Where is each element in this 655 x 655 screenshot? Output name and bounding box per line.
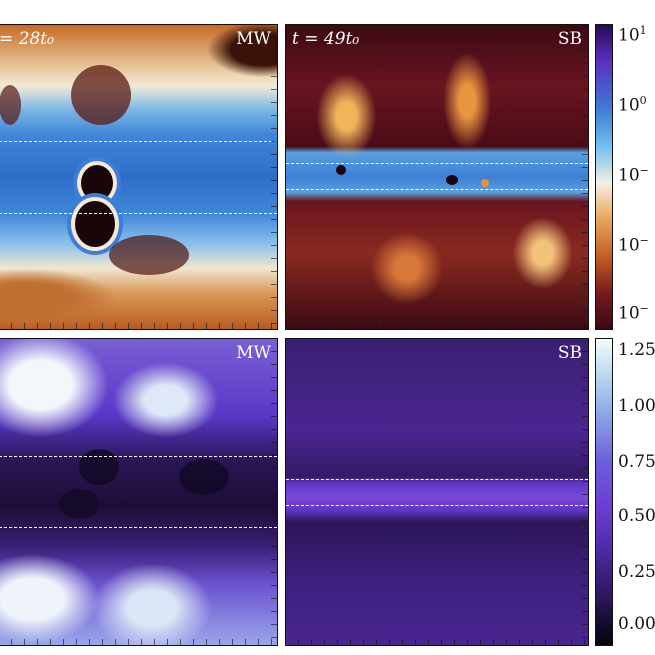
dashed-line — [0, 141, 277, 142]
dark-blob — [75, 201, 115, 247]
colorbar-tick-label: 0.25 — [618, 562, 655, 582]
colorbar-tick-label: 0.75 — [618, 452, 655, 472]
axis-ticks — [271, 25, 277, 329]
axis-ticks — [582, 25, 588, 329]
colorbar-tick-label: 10− — [618, 234, 649, 256]
dashed-line — [286, 163, 588, 164]
dark-blob — [79, 449, 119, 485]
dark-blob — [59, 489, 99, 519]
panel-bottom-left: MW — [0, 338, 278, 646]
dashed-line — [0, 456, 277, 457]
dark-blob — [336, 165, 346, 175]
dark-blob — [71, 65, 131, 125]
panel-bottom-right: SB — [285, 338, 589, 646]
time-label: t = 49t₀ — [292, 29, 360, 49]
dark-blob — [179, 459, 229, 495]
dark-blob — [81, 165, 113, 201]
panel-image — [286, 339, 588, 645]
dark-blob — [0, 85, 21, 125]
dashed-line — [0, 527, 277, 528]
panel-image — [0, 339, 277, 645]
panel-tag: SB — [557, 343, 582, 363]
colorbar-tick-label: 101 — [618, 24, 647, 46]
dark-blob — [446, 175, 458, 185]
dashed-line — [286, 479, 588, 480]
colorbar-tick-label: 1.25 — [618, 340, 655, 360]
colorbar-tick-label: 0.50 — [618, 506, 655, 526]
panel-tag: MW — [236, 343, 271, 363]
axis-ticks — [0, 639, 277, 645]
panel-top-right: t = 49t₀ SB — [285, 24, 589, 330]
colorbar-top — [595, 24, 613, 330]
panel-tag: SB — [557, 29, 582, 49]
dashed-line — [286, 505, 588, 506]
axis-ticks — [582, 339, 588, 645]
panel-tag: MW — [236, 29, 271, 49]
colorbar-tick-label: 100 — [618, 94, 647, 116]
dashed-line — [0, 213, 277, 214]
time-label: = 28t₀ — [0, 29, 54, 49]
panel-image — [0, 25, 277, 329]
dark-blob — [481, 179, 489, 187]
colorbar-bottom — [595, 338, 613, 646]
axis-ticks — [0, 323, 277, 329]
dashed-line — [286, 189, 588, 190]
axis-ticks — [286, 639, 588, 645]
dark-blob — [109, 235, 189, 275]
colorbar-tick-label: 10− — [618, 302, 649, 324]
panel-image — [286, 25, 588, 329]
colorbar-tick-label: 1.00 — [618, 396, 655, 416]
axis-ticks — [271, 339, 277, 645]
panel-top-left: = 28t₀ MW — [0, 24, 278, 330]
colorbar-tick-label: 10− — [618, 164, 649, 186]
colorbar-tick-label: 0.00 — [618, 614, 655, 634]
axis-ticks — [286, 323, 588, 329]
